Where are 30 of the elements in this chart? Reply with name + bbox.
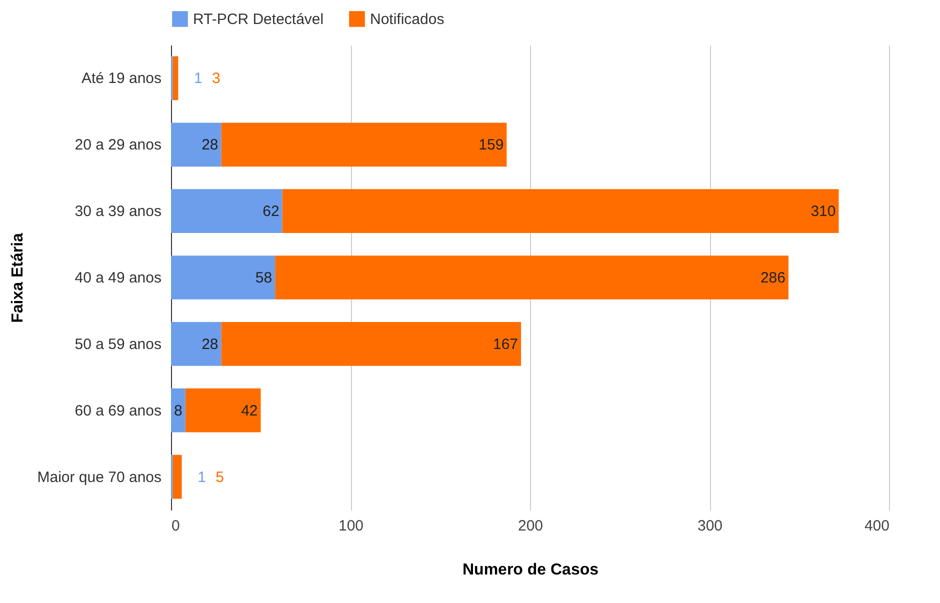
- data-label: 310: [810, 203, 836, 220]
- data-label: 62: [262, 203, 280, 220]
- y-tick-label: 60 a 69 anos: [74, 402, 162, 420]
- data-label: 8: [174, 402, 182, 420]
- y-tick-label: 40 a 49 anos: [74, 270, 162, 286]
- data-label: 58: [255, 270, 272, 286]
- x-axis-title: Numero de Casos: [462, 562, 599, 578]
- data-label: 159: [478, 136, 504, 154]
- data-label: 1: [198, 468, 206, 486]
- data-label: 3: [212, 70, 220, 88]
- data-label: 28: [202, 336, 218, 353]
- legend-label: RT-PCR Detectável: [193, 11, 324, 28]
- x-tick-label: 200: [518, 518, 544, 534]
- x-tick-label: 300: [697, 518, 723, 534]
- x-tick-label: 400: [864, 518, 890, 534]
- data-label: 28: [202, 136, 218, 154]
- data-label: 1: [194, 70, 202, 88]
- y-tick-label: 20 a 29 anos: [74, 136, 162, 154]
- x-tick-label: 100: [338, 518, 364, 534]
- data-label: 5: [216, 468, 224, 486]
- legend-label: Notificados: [370, 11, 444, 28]
- data-label: 42: [241, 402, 258, 420]
- y-tick-label: 30 a 39 anos: [74, 203, 162, 220]
- y-tick-label: Até 19 anos: [81, 70, 162, 88]
- y-tick-label: Maior que 70 anos: [37, 468, 162, 486]
- data-label: 167: [492, 336, 518, 353]
- x-tick-label: 0: [172, 518, 180, 534]
- y-axis-title: Faixa Etária: [9, 232, 26, 323]
- data-label: 286: [760, 270, 786, 286]
- y-tick-label: 50 a 59 anos: [74, 336, 162, 353]
